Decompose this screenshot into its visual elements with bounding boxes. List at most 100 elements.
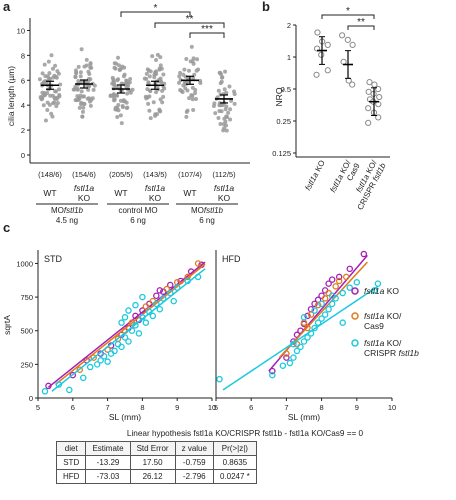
panel-a-point: [212, 101, 217, 106]
panel-a-point: [146, 101, 151, 106]
panel-label-b: b: [262, 0, 270, 14]
panel-a-point: [87, 84, 92, 89]
panel-a-point: [122, 99, 127, 104]
panel-label-a: a: [3, 0, 11, 14]
panel-a-point: [119, 121, 124, 126]
scatter-point: [139, 293, 146, 301]
panel-a-point: [58, 82, 63, 87]
panel-a-point: [178, 87, 183, 92]
panel-b-point: [339, 32, 346, 39]
scatter-point: [104, 358, 111, 365]
panel-a-point: [89, 98, 94, 103]
panel-a-point: [78, 70, 83, 75]
panel-c-scatter-charts: sqrtA SL (mm) SL (mm) STD HFD 5 6 7 8 9 10 0 25…: [2, 250, 419, 422]
panel-a-point: [52, 73, 57, 78]
panel-a-point: [77, 96, 82, 101]
panel-b-sig-bracket: [321, 14, 375, 19]
panel-a-point: [45, 107, 50, 112]
scatter-point: [132, 322, 139, 329]
table-cell: -13.29: [85, 455, 131, 470]
panel-a-point: [42, 93, 47, 98]
std-xlabel: SL (mm): [109, 412, 141, 422]
panel-a-point: [216, 88, 221, 93]
scatter-point: [142, 319, 150, 326]
label-part: KO: [384, 286, 399, 296]
panel-b-ylabel: NRQ: [274, 87, 284, 106]
panel-a-point: [41, 103, 46, 108]
panel-a-point: [77, 105, 82, 110]
scatter-point: [314, 319, 322, 326]
panel-b-point: [314, 29, 321, 36]
hfd-xlabel: SL (mm): [288, 412, 320, 422]
scatter-point: [293, 347, 301, 355]
panel-a-point: [184, 110, 189, 115]
panel-b-point: [375, 114, 382, 121]
panel-a-point: [124, 84, 129, 89]
scatter-point: [142, 303, 150, 310]
panel-a-point: [114, 93, 119, 98]
table-cell: 17.50: [129, 455, 176, 470]
label-part: fstl1b: [398, 348, 419, 358]
table-cell: -2.796: [174, 469, 214, 484]
panel-b-point: [344, 36, 351, 43]
panel-a-sig-bracket: [189, 32, 225, 38]
panel-a-point: [115, 115, 120, 120]
scatter-point: [132, 301, 139, 309]
scatter-fit-line: [47, 261, 206, 388]
panel-a-point: [158, 55, 163, 60]
panel-a-point: [216, 115, 221, 120]
scatter-point: [100, 353, 108, 360]
panel-a-point: [37, 77, 42, 82]
panel-a-point: [88, 103, 93, 108]
panel-a-point: [193, 88, 198, 93]
scatter-point: [121, 334, 129, 341]
panel-a-sig-bracket: [120, 11, 191, 17]
panel-a-point: [191, 76, 196, 81]
panel-a-point: [87, 71, 92, 76]
panel-a-point: [232, 101, 237, 106]
scatter-point: [335, 277, 343, 285]
table-cell: STD: [55, 455, 87, 470]
panel-a-point: [151, 100, 156, 105]
panel-a-point: [178, 70, 183, 75]
scatter-fit-line: [222, 285, 379, 391]
label-part: KO: [312, 159, 326, 175]
scatter-point: [339, 319, 346, 326]
scatter-point: [346, 265, 354, 273]
panel-a-point: [76, 64, 81, 69]
scatter-point: [318, 300, 325, 308]
panel-b-sig-label: *: [346, 6, 350, 17]
scatter-xtick-label: 8: [140, 403, 144, 412]
panel-a-point: [84, 57, 89, 62]
table-header-row: diet Estimate Std Error z value Pr(>|z|): [55, 441, 257, 456]
panel-a-point: [154, 57, 159, 62]
panel-a-point: [118, 98, 123, 103]
scatter-point: [166, 281, 174, 289]
panel-a-point: [108, 93, 113, 98]
table-cell: HFD: [55, 469, 87, 484]
panel-a-point: [47, 102, 52, 107]
scatter-point: [125, 307, 132, 314]
panel-a-group-label: KO: [78, 193, 91, 203]
panel-a-group-label: KO: [149, 193, 162, 203]
scatter-point: [166, 289, 174, 297]
scatter-point: [121, 314, 129, 321]
panel-a-point: [79, 89, 84, 94]
panel-a-point: [84, 63, 89, 68]
panel-a-point: [49, 53, 54, 58]
scatter-point: [374, 280, 382, 287]
table-row: STD -13.29 17.50 -0.759 0.8635: [55, 455, 257, 470]
panel-b-point: [324, 41, 331, 48]
panel-a-point: [158, 76, 163, 81]
panel-a-point: [116, 55, 121, 60]
panel-a-point: [223, 69, 228, 74]
panel-a-point: [224, 123, 229, 128]
panel-a-point: [187, 96, 192, 101]
scatter-xtick-label: 8: [320, 403, 324, 412]
panel-a-point: [117, 68, 122, 73]
scatter-point: [328, 292, 336, 299]
scatter-xtick-label: 9: [355, 403, 359, 412]
panel-a-sig-label: **: [186, 14, 194, 25]
panel-a-condition-dose: 6 ng: [130, 216, 146, 225]
panel-a-point: [190, 93, 195, 98]
